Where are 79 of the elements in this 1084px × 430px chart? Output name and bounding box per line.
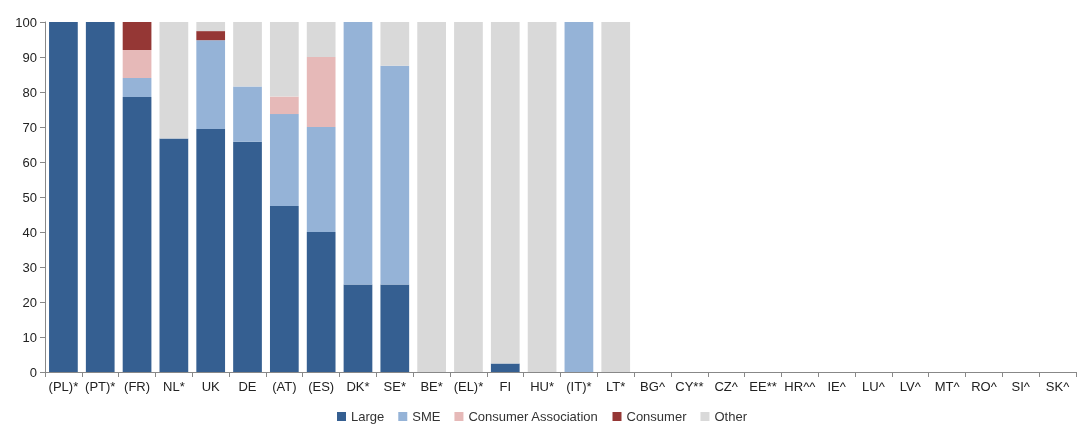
y-tick-label: 60: [22, 154, 37, 170]
bar: [417, 22, 446, 372]
bar: [564, 22, 594, 372]
legend-label: Other: [714, 409, 748, 424]
x-tick-label: UK: [201, 379, 221, 394]
bar: [343, 22, 373, 285]
bar: [196, 129, 226, 372]
x-tick-label: HR^^: [784, 379, 817, 394]
bar: [380, 22, 410, 66]
bar: [49, 22, 78, 372]
bar: [269, 96, 299, 115]
bar: [196, 31, 226, 41]
x-tick-label: FI: [499, 379, 512, 394]
x-tick-label: DK*: [346, 379, 370, 394]
x-tick-label: LV^: [899, 379, 922, 394]
bar: [269, 206, 299, 372]
bar: [306, 22, 336, 57]
x-tick-label: CY**: [675, 379, 704, 394]
x-tick-label: SE*: [383, 379, 407, 394]
x-tick-label: (AT): [272, 379, 297, 394]
x-tick-label: (PL)*: [48, 379, 79, 394]
x-tick-label: (PT)*: [85, 379, 116, 394]
bar: [527, 22, 557, 372]
bar: [306, 232, 336, 372]
bar: [122, 78, 152, 97]
bar: [233, 141, 262, 372]
x-tick-label: (FR): [124, 379, 151, 394]
bar: [269, 114, 299, 207]
x-tick-label: LT*: [606, 379, 626, 394]
x-tick-label: NL*: [163, 379, 185, 394]
bar: [306, 57, 336, 127]
bar: [454, 22, 483, 372]
x-tick-label: DE: [238, 379, 257, 394]
legend-label: Consumer: [626, 409, 688, 424]
bar: [122, 96, 152, 372]
x-tick-label: BE*: [420, 379, 443, 394]
x-tick-label: CZ^: [714, 379, 739, 394]
x-tick-label: BG^: [640, 379, 666, 394]
bar: [343, 284, 373, 372]
bar: [601, 22, 631, 372]
y-tick-label: 90: [22, 49, 37, 65]
y-tick-label: 100: [15, 14, 37, 30]
bar: [269, 22, 299, 97]
x-tick-label: SI^: [1011, 379, 1031, 394]
y-tick-label: 10: [22, 329, 37, 345]
x-tick-label: EE**: [749, 379, 777, 394]
bar: [122, 50, 152, 78]
x-tick-label: LU^: [862, 379, 886, 394]
x-tick-label: (EL)*: [453, 379, 484, 394]
y-tick-label: 70: [22, 119, 37, 135]
bar: [122, 22, 152, 50]
x-tick-label: (ES): [308, 379, 335, 394]
x-tick-label: RO^: [971, 379, 998, 394]
x-tick-label: MT^: [934, 379, 961, 394]
y-tick-label: 20: [22, 294, 37, 310]
bar: [159, 22, 189, 139]
y-tick-label: 80: [22, 84, 37, 100]
bar: [85, 22, 115, 372]
bar: [380, 65, 410, 285]
bar: [159, 138, 189, 372]
bar: [490, 22, 520, 364]
x-tick-label: IE^: [827, 379, 847, 394]
x-tick-label: SK^: [1045, 379, 1071, 394]
x-tick-label: (IT)*: [566, 379, 592, 394]
bar: [233, 86, 262, 142]
x-tick-label: HU*: [530, 379, 555, 394]
y-tick-label: 50: [22, 189, 37, 205]
legend-label: SME: [412, 409, 441, 424]
y-tick-label: 30: [22, 259, 37, 275]
bar: [196, 22, 226, 32]
bar: [306, 127, 336, 232]
bar: [380, 284, 410, 372]
bar: [233, 22, 262, 87]
bar: [490, 363, 520, 372]
legend-label: Consumer Association: [468, 409, 598, 424]
legend-label: Large: [351, 409, 385, 424]
y-tick-label: 0: [29, 364, 37, 380]
y-tick-label: 40: [22, 224, 37, 240]
bar: [196, 40, 226, 130]
